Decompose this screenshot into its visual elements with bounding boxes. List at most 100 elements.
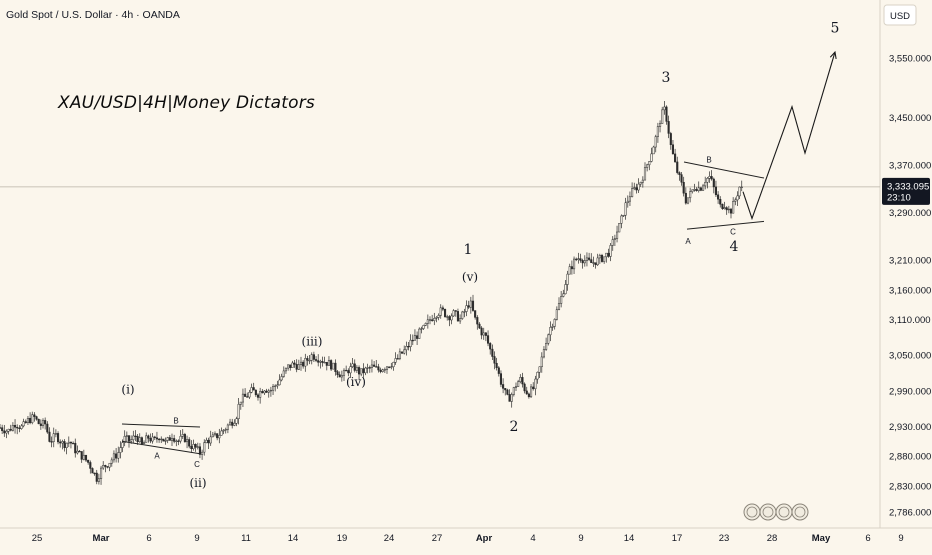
candle-body bbox=[57, 433, 60, 443]
triangle-lower-line[interactable] bbox=[121, 440, 201, 455]
wave-ii-triangle[interactable] bbox=[121, 423, 201, 455]
candle bbox=[366, 363, 369, 374]
candle-body bbox=[568, 266, 571, 275]
candle bbox=[598, 253, 601, 264]
badge-icon[interactable] bbox=[743, 503, 761, 521]
candle bbox=[175, 439, 178, 447]
triangle-leg-label: B bbox=[706, 156, 711, 165]
candle-body bbox=[624, 202, 627, 216]
candle-body bbox=[738, 186, 741, 197]
symbol-header[interactable]: Gold Spot / U.S. Dollar · 4h · OANDA bbox=[6, 9, 180, 21]
candle bbox=[639, 181, 642, 187]
candle-body bbox=[600, 255, 604, 262]
candle bbox=[87, 459, 90, 465]
candle-body bbox=[196, 446, 199, 448]
candle-body bbox=[420, 328, 423, 330]
candle-body bbox=[69, 441, 73, 444]
candle bbox=[170, 433, 174, 446]
candle bbox=[293, 360, 296, 368]
candle bbox=[44, 417, 47, 430]
candle-body bbox=[435, 317, 438, 319]
badge-icon[interactable] bbox=[775, 503, 793, 521]
candle bbox=[545, 337, 548, 351]
triangle-upper-line[interactable] bbox=[683, 161, 765, 179]
bar-countdown: 23:10 bbox=[887, 192, 911, 203]
candle-body bbox=[7, 428, 10, 432]
projection-path[interactable] bbox=[742, 51, 836, 221]
candle-body bbox=[342, 369, 346, 376]
time-tick-label: 6 bbox=[865, 533, 870, 544]
badge-icon[interactable] bbox=[791, 503, 809, 521]
badge-icon[interactable] bbox=[759, 503, 777, 521]
candle bbox=[84, 454, 88, 462]
candle-body bbox=[480, 327, 483, 336]
price-axis[interactable] bbox=[880, 0, 932, 528]
candle-body bbox=[517, 381, 520, 387]
candle-body bbox=[708, 176, 711, 179]
candle bbox=[540, 352, 543, 373]
candle bbox=[151, 433, 154, 444]
candle bbox=[740, 180, 743, 192]
candle-body bbox=[463, 311, 466, 313]
candle bbox=[474, 310, 477, 320]
candle bbox=[287, 364, 290, 371]
candle bbox=[499, 370, 502, 388]
candle-body bbox=[355, 367, 358, 371]
candle bbox=[551, 323, 554, 331]
candle bbox=[394, 352, 397, 365]
candle bbox=[213, 431, 217, 437]
candle bbox=[536, 371, 539, 384]
candle-body bbox=[282, 370, 285, 377]
candle-body bbox=[119, 447, 122, 453]
candle-body bbox=[555, 309, 558, 320]
candle-body bbox=[207, 439, 210, 444]
candle bbox=[102, 461, 105, 470]
candle bbox=[370, 359, 373, 373]
current-price-box[interactable] bbox=[882, 177, 930, 205]
candle bbox=[190, 440, 193, 453]
candle bbox=[11, 422, 14, 432]
candle-body bbox=[573, 258, 576, 270]
candle-body bbox=[330, 360, 333, 370]
candle-body bbox=[459, 318, 462, 322]
candle bbox=[138, 433, 141, 443]
indicator-badges[interactable] bbox=[743, 503, 809, 521]
candle-body bbox=[433, 318, 436, 321]
candle-body bbox=[540, 356, 543, 368]
wave-4-triangle[interactable] bbox=[683, 161, 765, 230]
candle bbox=[413, 329, 416, 341]
candle-body bbox=[446, 316, 449, 318]
candle bbox=[65, 442, 68, 455]
candle bbox=[220, 427, 223, 436]
candle bbox=[110, 457, 113, 467]
candle-body bbox=[396, 358, 399, 360]
candle bbox=[583, 255, 586, 267]
time-tick-label: 14 bbox=[288, 533, 299, 544]
candle-body bbox=[205, 439, 208, 443]
candle-body bbox=[725, 207, 728, 211]
candle bbox=[205, 437, 208, 444]
candle-body bbox=[491, 348, 494, 357]
candle-body bbox=[611, 239, 614, 246]
candle bbox=[650, 147, 653, 163]
candle bbox=[693, 183, 696, 192]
candle-body bbox=[416, 335, 419, 339]
candle bbox=[155, 431, 158, 443]
candle bbox=[224, 427, 227, 434]
candle-body bbox=[9, 428, 12, 431]
candle bbox=[72, 441, 75, 445]
candle bbox=[652, 145, 655, 155]
candle bbox=[514, 382, 518, 392]
currency-box[interactable] bbox=[883, 4, 917, 26]
price-tick-label: 2,786.000 bbox=[889, 508, 931, 519]
triangle-upper-line[interactable] bbox=[121, 423, 201, 428]
candle-body bbox=[241, 393, 244, 403]
triangle-lower-line[interactable] bbox=[686, 220, 765, 230]
candle-body bbox=[379, 369, 382, 372]
candle-body bbox=[278, 379, 281, 386]
candle bbox=[738, 186, 741, 199]
candle bbox=[456, 308, 459, 322]
candle-body bbox=[439, 307, 442, 316]
